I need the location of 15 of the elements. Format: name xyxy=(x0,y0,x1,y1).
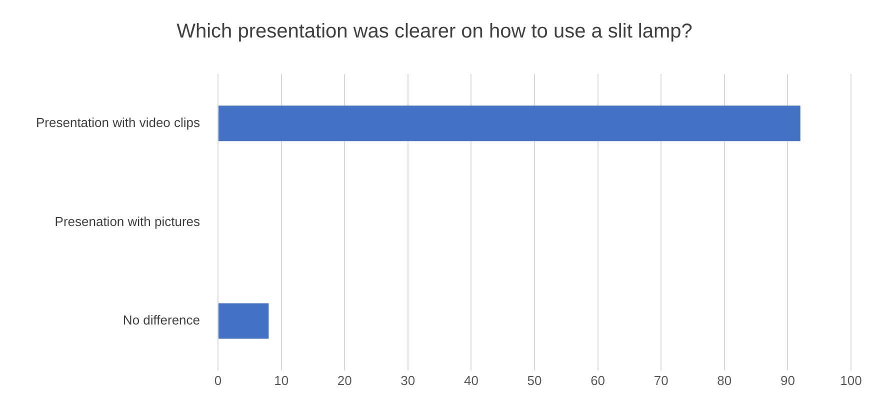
x-tick-label: 80 xyxy=(717,372,732,388)
x-tick-label: 100 xyxy=(840,372,862,388)
x-tick-label: 70 xyxy=(654,372,668,388)
x-tick-label: 60 xyxy=(590,372,606,388)
y-tick-label: Presentation with video clips xyxy=(36,114,201,130)
x-tick-label: 50 xyxy=(527,372,542,388)
x-tick-label: 0 xyxy=(214,372,222,388)
x-tick-label: 30 xyxy=(400,372,416,388)
chart-title: Which presentation was clearer on how to use a slit lamp? xyxy=(176,20,692,43)
x-tick-label: 10 xyxy=(274,372,289,388)
x-tick-label: 90 xyxy=(780,372,795,388)
y-tick-label: No difference xyxy=(122,312,200,328)
x-tick-label: 20 xyxy=(337,372,352,388)
x-tick-label: 40 xyxy=(464,372,478,388)
y-tick-label: Presenation with pictures xyxy=(54,214,201,229)
